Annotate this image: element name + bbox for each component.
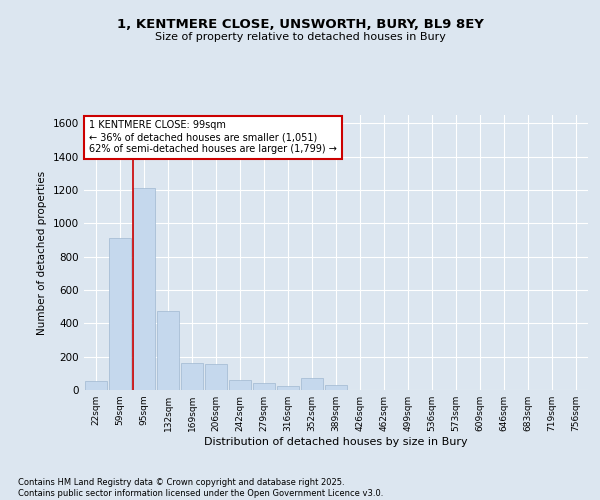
Text: Size of property relative to detached houses in Bury: Size of property relative to detached ho… (155, 32, 445, 42)
Bar (325, 385, 347, 390)
Bar (277, 386, 299, 390)
Bar (109, 238, 131, 390)
Bar (301, 378, 323, 390)
Bar (133, 188, 155, 390)
Bar (85, 381, 107, 390)
Text: 1, KENTMERE CLOSE, UNSWORTH, BURY, BL9 8EY: 1, KENTMERE CLOSE, UNSWORTH, BURY, BL9 8… (116, 18, 484, 30)
Bar (205, 364, 227, 390)
Y-axis label: Number of detached properties: Number of detached properties (37, 170, 47, 334)
Bar (157, 311, 179, 390)
Bar (253, 382, 275, 390)
Bar (229, 380, 251, 390)
Text: Contains HM Land Registry data © Crown copyright and database right 2025.
Contai: Contains HM Land Registry data © Crown c… (18, 478, 383, 498)
X-axis label: Distribution of detached houses by size in Bury: Distribution of detached houses by size … (204, 437, 468, 447)
Bar (181, 362, 203, 390)
Text: 1 KENTMERE CLOSE: 99sqm
← 36% of detached houses are smaller (1,051)
62% of semi: 1 KENTMERE CLOSE: 99sqm ← 36% of detache… (89, 120, 337, 154)
